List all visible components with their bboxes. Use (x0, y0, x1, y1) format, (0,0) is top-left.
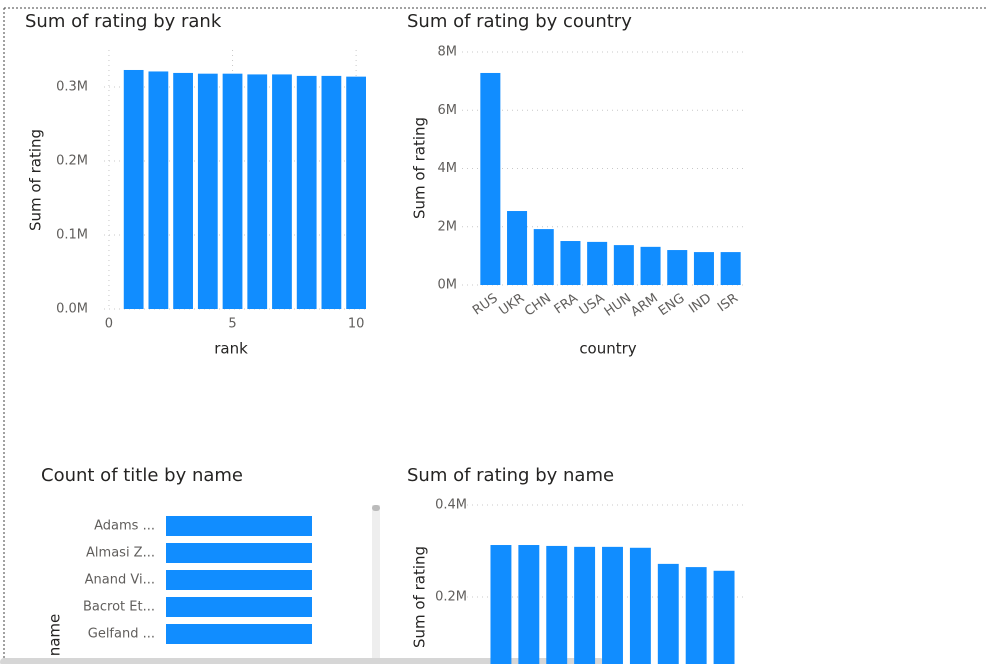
bar (166, 597, 312, 617)
y-tick-label: 0.1M (56, 228, 88, 243)
bar (518, 545, 540, 664)
y-tick-label: Almasi Z... (86, 546, 155, 561)
bar (346, 76, 366, 309)
y-axis-title: name (46, 614, 64, 657)
y-tick-label: 6M (438, 103, 458, 118)
x-axis-title: country (579, 340, 636, 358)
y-tick-label: Anand Vi... (85, 573, 155, 588)
y-axis-title: Sum of rating (411, 546, 429, 648)
y-axis-title: Sum of rating (411, 117, 429, 219)
bar (321, 75, 342, 310)
x-tick-label: ISR (715, 291, 741, 315)
x-tick-label: 5 (228, 317, 236, 332)
x-tick-label: RUS (470, 291, 501, 319)
x-tick-label: HUN (602, 291, 634, 320)
y-tick-label: Bacrot Et... (83, 600, 155, 615)
x-tick-label: FRA (552, 291, 581, 318)
x-tick-label: IND (686, 291, 714, 317)
y-tick-label: Adams ... (94, 519, 155, 534)
chart-title: Sum of rating by rank (25, 11, 222, 32)
y-tick-label: 0.2M (435, 590, 467, 605)
bar (720, 252, 741, 285)
bar (613, 245, 634, 285)
chart-title: Count of title by name (41, 465, 243, 486)
y-tick-label: 8M (438, 45, 458, 60)
bar (629, 547, 651, 664)
bar (490, 545, 512, 664)
y-tick-label: 0.2M (56, 154, 88, 169)
y-tick-label: 0.0M (56, 302, 88, 317)
bar (173, 72, 193, 309)
bar (272, 74, 292, 309)
y-tick-label: 0.3M (56, 80, 88, 95)
bar (222, 73, 243, 310)
y-axis-title: Sum of rating (27, 129, 45, 231)
bar (197, 73, 218, 310)
bar (247, 74, 268, 309)
scrollbar-thumb[interactable] (372, 505, 380, 511)
bar (560, 241, 581, 285)
y-tick-label: Gelfand ... (88, 627, 155, 642)
page-scrollbar[interactable] (0, 658, 604, 664)
x-tick-label: 0 (105, 317, 113, 332)
bar (587, 241, 608, 285)
x-tick-label: ENG (656, 291, 688, 319)
bar (693, 252, 714, 285)
x-tick-label: CHN (522, 291, 554, 320)
x-axis-title: rank (214, 340, 248, 358)
bar (574, 546, 596, 664)
y-tick-label: 0.4M (435, 498, 467, 513)
x-tick-label: 10 (348, 317, 365, 332)
bar (657, 563, 679, 664)
chart-title: Sum of rating by country (407, 11, 632, 32)
bar (123, 69, 144, 309)
bar (533, 229, 554, 285)
bar (480, 72, 501, 285)
y-tick-label: 2M (438, 219, 458, 234)
y-tick-label: 4M (438, 161, 458, 176)
y-tick-label: 0M (438, 278, 458, 293)
chart-title: Sum of rating by name (407, 465, 614, 486)
bar (640, 246, 661, 285)
bar (667, 250, 688, 285)
x-tick-label: ARM (628, 291, 660, 320)
x-tick-label: USA (577, 291, 608, 319)
bar (148, 71, 169, 310)
bar (507, 211, 528, 285)
bar (296, 75, 317, 310)
bar (546, 545, 568, 664)
bar (713, 570, 735, 664)
scrollbar-track[interactable] (372, 505, 380, 664)
bar (166, 570, 312, 590)
bar (602, 546, 623, 664)
bar (166, 543, 312, 563)
bar (166, 624, 312, 644)
bar (685, 567, 707, 664)
bar (166, 516, 312, 536)
x-tick-label: UKR (497, 291, 528, 319)
